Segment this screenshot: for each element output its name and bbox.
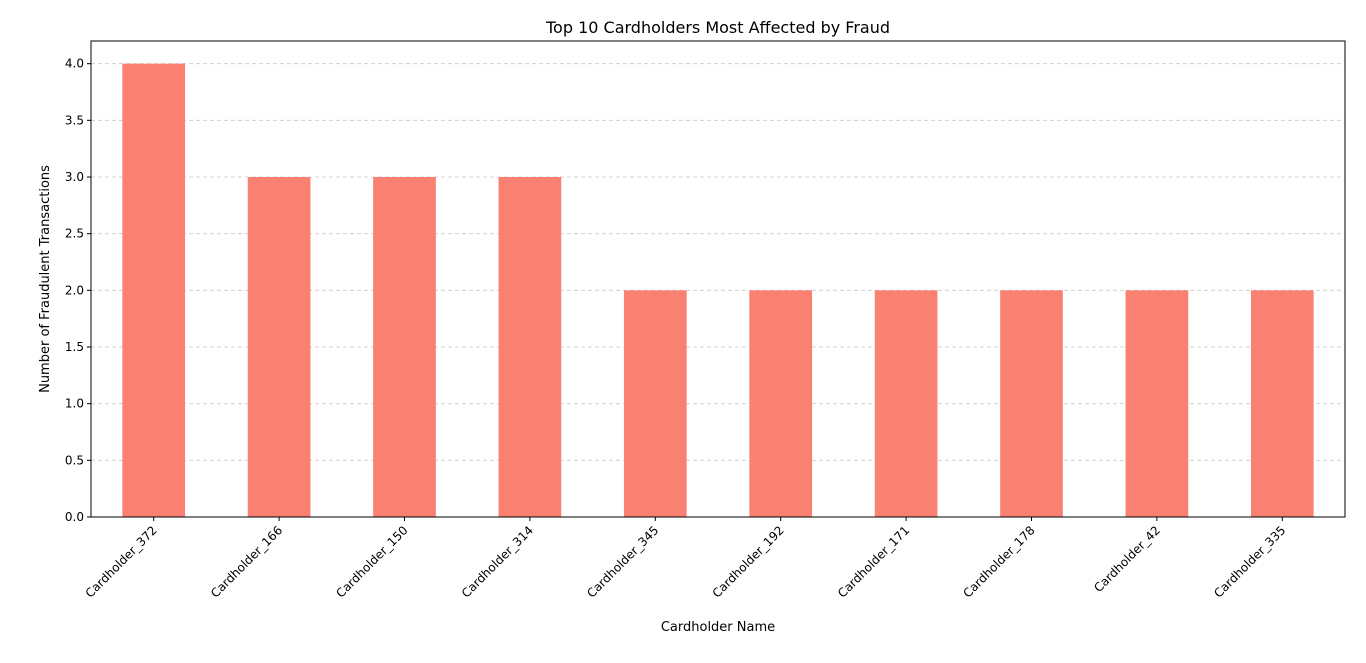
y-tick-label: 0.5 [65,453,84,467]
bar [498,177,562,517]
bar [623,290,687,517]
bar [749,290,813,517]
y-tick-label: 2.0 [65,283,84,297]
y-tick-label: 1.5 [65,340,84,354]
y-axis-ticks: 0.0 0.5 1.0 1.5 2.0 2.5 3.0 3.5 4.0 [65,57,91,524]
bar [247,177,311,517]
chart-title: Top 10 Cardholders Most Affected by Frau… [545,18,890,37]
bars [122,63,1314,518]
bar [1250,290,1314,517]
plot-frame [90,40,1346,518]
y-axis-title: Number of Fraudulent Transactions [38,165,53,393]
y-tick-label: 3.0 [65,170,84,184]
y-tick-label: 1.0 [65,397,84,411]
y-tick-label: 2.5 [65,227,84,241]
bar [1125,290,1189,517]
x-axis-title: Cardholder Name [661,620,775,635]
y-tick-label: 0.0 [65,510,84,524]
bar [373,177,436,517]
y-tick-label: 3.5 [65,113,84,127]
bar [874,290,938,517]
bar [122,63,186,518]
bar [1000,290,1063,517]
y-tick-label: 4.0 [65,57,84,71]
